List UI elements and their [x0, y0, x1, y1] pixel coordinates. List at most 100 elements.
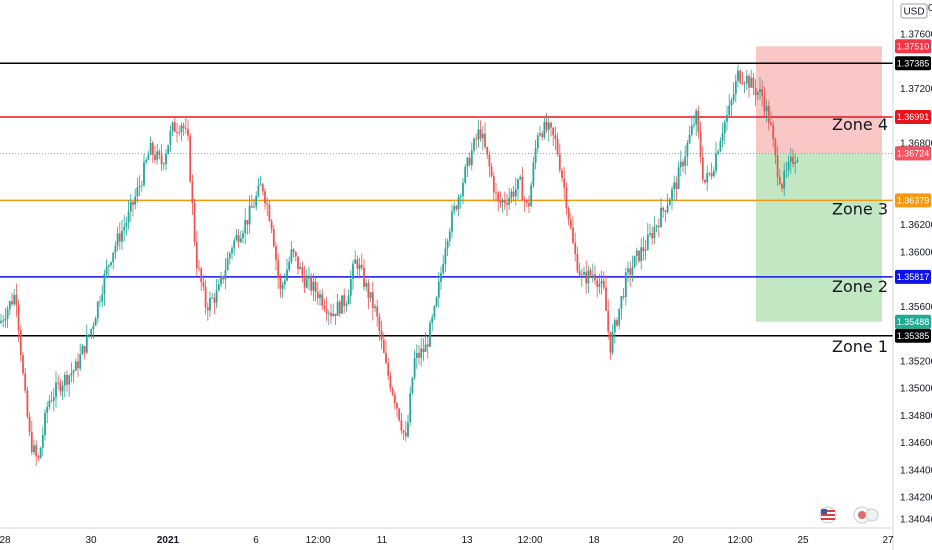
candle [781, 182, 783, 192]
candle [213, 292, 216, 315]
candle-body [521, 176, 524, 200]
candle-body [488, 154, 491, 167]
candle [495, 182, 497, 202]
candle [363, 259, 365, 291]
candle-body [79, 354, 82, 369]
candle-body [226, 258, 229, 271]
candle [132, 201, 134, 217]
candle-body [145, 159, 148, 163]
candle-body [547, 122, 550, 130]
candle [536, 132, 539, 153]
candle [580, 268, 583, 287]
candle [633, 255, 636, 268]
candle [244, 208, 247, 244]
candle [418, 344, 420, 365]
candle-body [442, 264, 445, 273]
candle-body [44, 412, 46, 436]
candle [246, 219, 249, 235]
candle [490, 162, 493, 178]
candle-body [715, 153, 717, 171]
candle [275, 242, 277, 271]
candle-body [217, 284, 220, 291]
candle-body [0, 320, 2, 323]
candle [255, 191, 258, 211]
candle [787, 155, 790, 177]
candle [46, 401, 49, 424]
candle [512, 185, 515, 202]
candle [327, 309, 330, 326]
candle [701, 146, 704, 183]
candle [525, 198, 528, 207]
candle [754, 79, 757, 107]
candle-body [530, 185, 533, 207]
candle [761, 80, 764, 107]
candle-body [776, 155, 779, 177]
candle-body [116, 233, 119, 246]
risk-zone[interactable] [756, 46, 882, 154]
candle [772, 120, 775, 148]
candle-body [567, 208, 570, 220]
candle-body [437, 281, 440, 298]
candle [8, 300, 11, 316]
candle [259, 175, 262, 186]
candle-body [550, 122, 552, 128]
candle [382, 332, 385, 354]
candle-body [545, 121, 548, 130]
candle [330, 303, 332, 324]
candle-body [512, 191, 515, 197]
last-price-badge-label: 1.36724 [897, 149, 930, 159]
candle-body [785, 169, 788, 171]
candle [530, 181, 533, 207]
candle-body [237, 235, 240, 243]
candle [217, 278, 220, 292]
candle [554, 126, 557, 151]
candle [748, 73, 750, 98]
candle [301, 261, 304, 283]
candle-body [701, 157, 704, 180]
candle [481, 125, 484, 151]
events-icon[interactable] [853, 506, 879, 524]
candle [765, 99, 768, 123]
currency-button[interactable] [900, 3, 928, 19]
candle [664, 209, 667, 223]
candle [288, 256, 291, 273]
candle [420, 337, 423, 367]
candle-body [587, 270, 590, 284]
y-tick-label: 1.35000 [900, 384, 932, 395]
candle [455, 204, 458, 212]
candle-body [426, 344, 429, 347]
candle-body [286, 269, 288, 281]
candle-body [481, 133, 484, 139]
candle-body [70, 372, 73, 376]
candle-body [316, 291, 319, 299]
candle-body [585, 271, 588, 284]
candle-body [371, 292, 374, 309]
candle-body [734, 80, 737, 95]
candle-body [66, 374, 68, 385]
candle-body [541, 133, 544, 138]
candle [88, 334, 90, 339]
candle-body [105, 266, 108, 274]
candle-body [365, 282, 368, 287]
candle [792, 148, 794, 168]
candle-body [422, 348, 425, 352]
candle-body [96, 301, 99, 319]
candle-body [765, 106, 768, 112]
candle [695, 108, 698, 136]
candle [253, 198, 255, 209]
candle-body [651, 233, 654, 239]
candle [396, 401, 398, 417]
candle-body [310, 276, 313, 291]
candle [741, 71, 744, 86]
candle [429, 319, 431, 348]
candle-body [176, 131, 178, 133]
candle [121, 219, 123, 250]
candle [325, 296, 328, 322]
candle [728, 93, 731, 119]
candle-body [41, 435, 44, 449]
candle [609, 331, 612, 360]
us-flag-icon[interactable] [819, 506, 837, 524]
candle-body [11, 301, 13, 305]
reward-zone[interactable] [756, 153, 882, 322]
